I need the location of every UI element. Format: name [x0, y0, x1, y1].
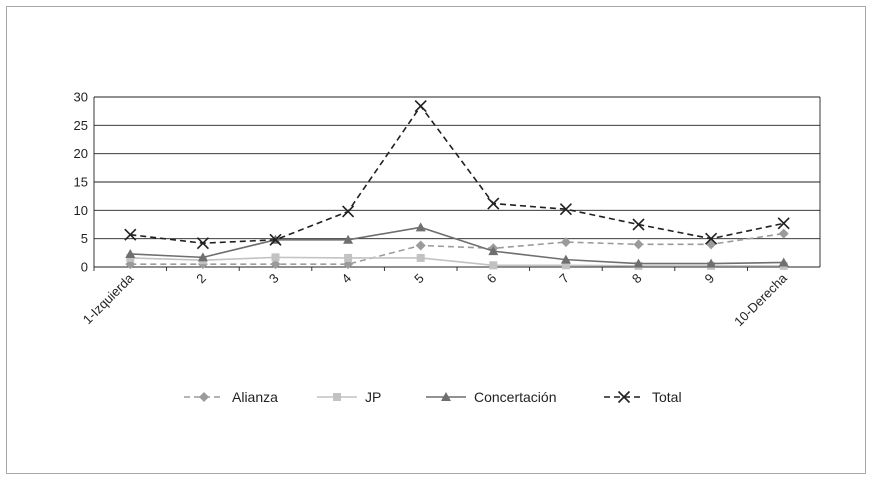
series-total [124, 100, 790, 250]
point-concertacion [343, 234, 354, 244]
point-total [414, 100, 427, 113]
y-tick-label: 30 [74, 90, 88, 105]
y-tick-label: 5 [81, 231, 88, 246]
x-tick-label: 7 [556, 271, 572, 287]
x-tick-labels: 1-Izquierda 2 3 4 5 6 7 8 9 10-Derecha [80, 270, 791, 329]
y-tick-label: 15 [74, 175, 88, 190]
point-total [196, 237, 209, 250]
point-total [777, 217, 790, 230]
x-tick-label: 2 [193, 271, 209, 287]
point-total [269, 233, 282, 246]
point-total [705, 232, 718, 245]
point-alianza [270, 259, 281, 270]
x-tick-label: 3 [266, 271, 282, 287]
point-alianza [560, 237, 571, 248]
marker-stroke [617, 390, 631, 404]
chart-frame [6, 6, 866, 474]
x-tick-label: 9 [701, 271, 717, 287]
legend-marker [199, 392, 209, 402]
marker-stroke [196, 237, 209, 250]
marker-stroke [124, 228, 137, 241]
marker-stroke [632, 218, 645, 231]
legend-label: Concertación [474, 389, 557, 405]
x-tick-label: 10-Derecha [731, 270, 790, 329]
point-jp [271, 253, 280, 262]
series-line-total [130, 104, 784, 245]
legend-label: Alianza [232, 389, 278, 405]
x-tick-label: 8 [629, 271, 645, 287]
marker-stroke [269, 233, 282, 246]
grid-lines [93, 96, 821, 271]
point-concertacion [197, 252, 208, 262]
point-alianza [778, 228, 789, 239]
point-jp [489, 261, 498, 270]
y-tick-label: 25 [74, 118, 88, 133]
marker-stroke [414, 100, 427, 113]
point-concertacion [633, 258, 644, 268]
point-total [342, 205, 355, 218]
point-alianza [706, 239, 717, 250]
point-total [124, 228, 137, 241]
legend-item-total: Total [604, 389, 682, 405]
legend-marker [333, 393, 341, 401]
series-line-jp [130, 256, 784, 267]
point-alianza [415, 240, 426, 251]
point-concertacion [706, 258, 717, 268]
y-tick-label: 20 [74, 146, 88, 161]
marker-stroke [487, 197, 500, 210]
point-jp [416, 253, 425, 262]
marker-stroke [342, 205, 355, 218]
legend-item-concertacion: Concertación [426, 389, 557, 405]
marker-stroke [705, 232, 718, 245]
x-tick-label: 5 [411, 271, 427, 287]
legend-marker [617, 390, 631, 404]
legend-label: Total [652, 389, 682, 405]
marker-stroke [559, 203, 572, 216]
y-tick-label: 0 [81, 260, 88, 275]
marker-stroke [777, 217, 790, 230]
point-concertacion [415, 222, 426, 232]
legend-label: JP [365, 389, 381, 405]
series-group [124, 100, 790, 270]
point-concertacion [125, 248, 136, 258]
x-tick-label: 1-Izquierda [80, 270, 137, 327]
point-concertacion [488, 246, 499, 256]
point-concertacion [778, 257, 789, 267]
legend: Alianza JP Concertación Total [184, 389, 682, 405]
legend-item-alianza: Alianza [184, 389, 278, 405]
point-jp [344, 253, 353, 262]
x-tick-label: 4 [338, 271, 354, 287]
y-tick-labels: 0 5 10 15 20 25 30 [74, 90, 88, 275]
x-tick-label: 6 [484, 271, 500, 287]
point-total [632, 218, 645, 231]
series-line-concertacion [130, 226, 784, 265]
legend-marker [441, 392, 451, 401]
point-total [559, 203, 572, 216]
y-tick-label: 10 [74, 203, 88, 218]
point-concertacion [560, 254, 571, 264]
point-jp [561, 261, 570, 270]
point-alianza [633, 239, 644, 250]
point-total [487, 197, 500, 210]
legend-item-jp: JP [317, 389, 381, 405]
